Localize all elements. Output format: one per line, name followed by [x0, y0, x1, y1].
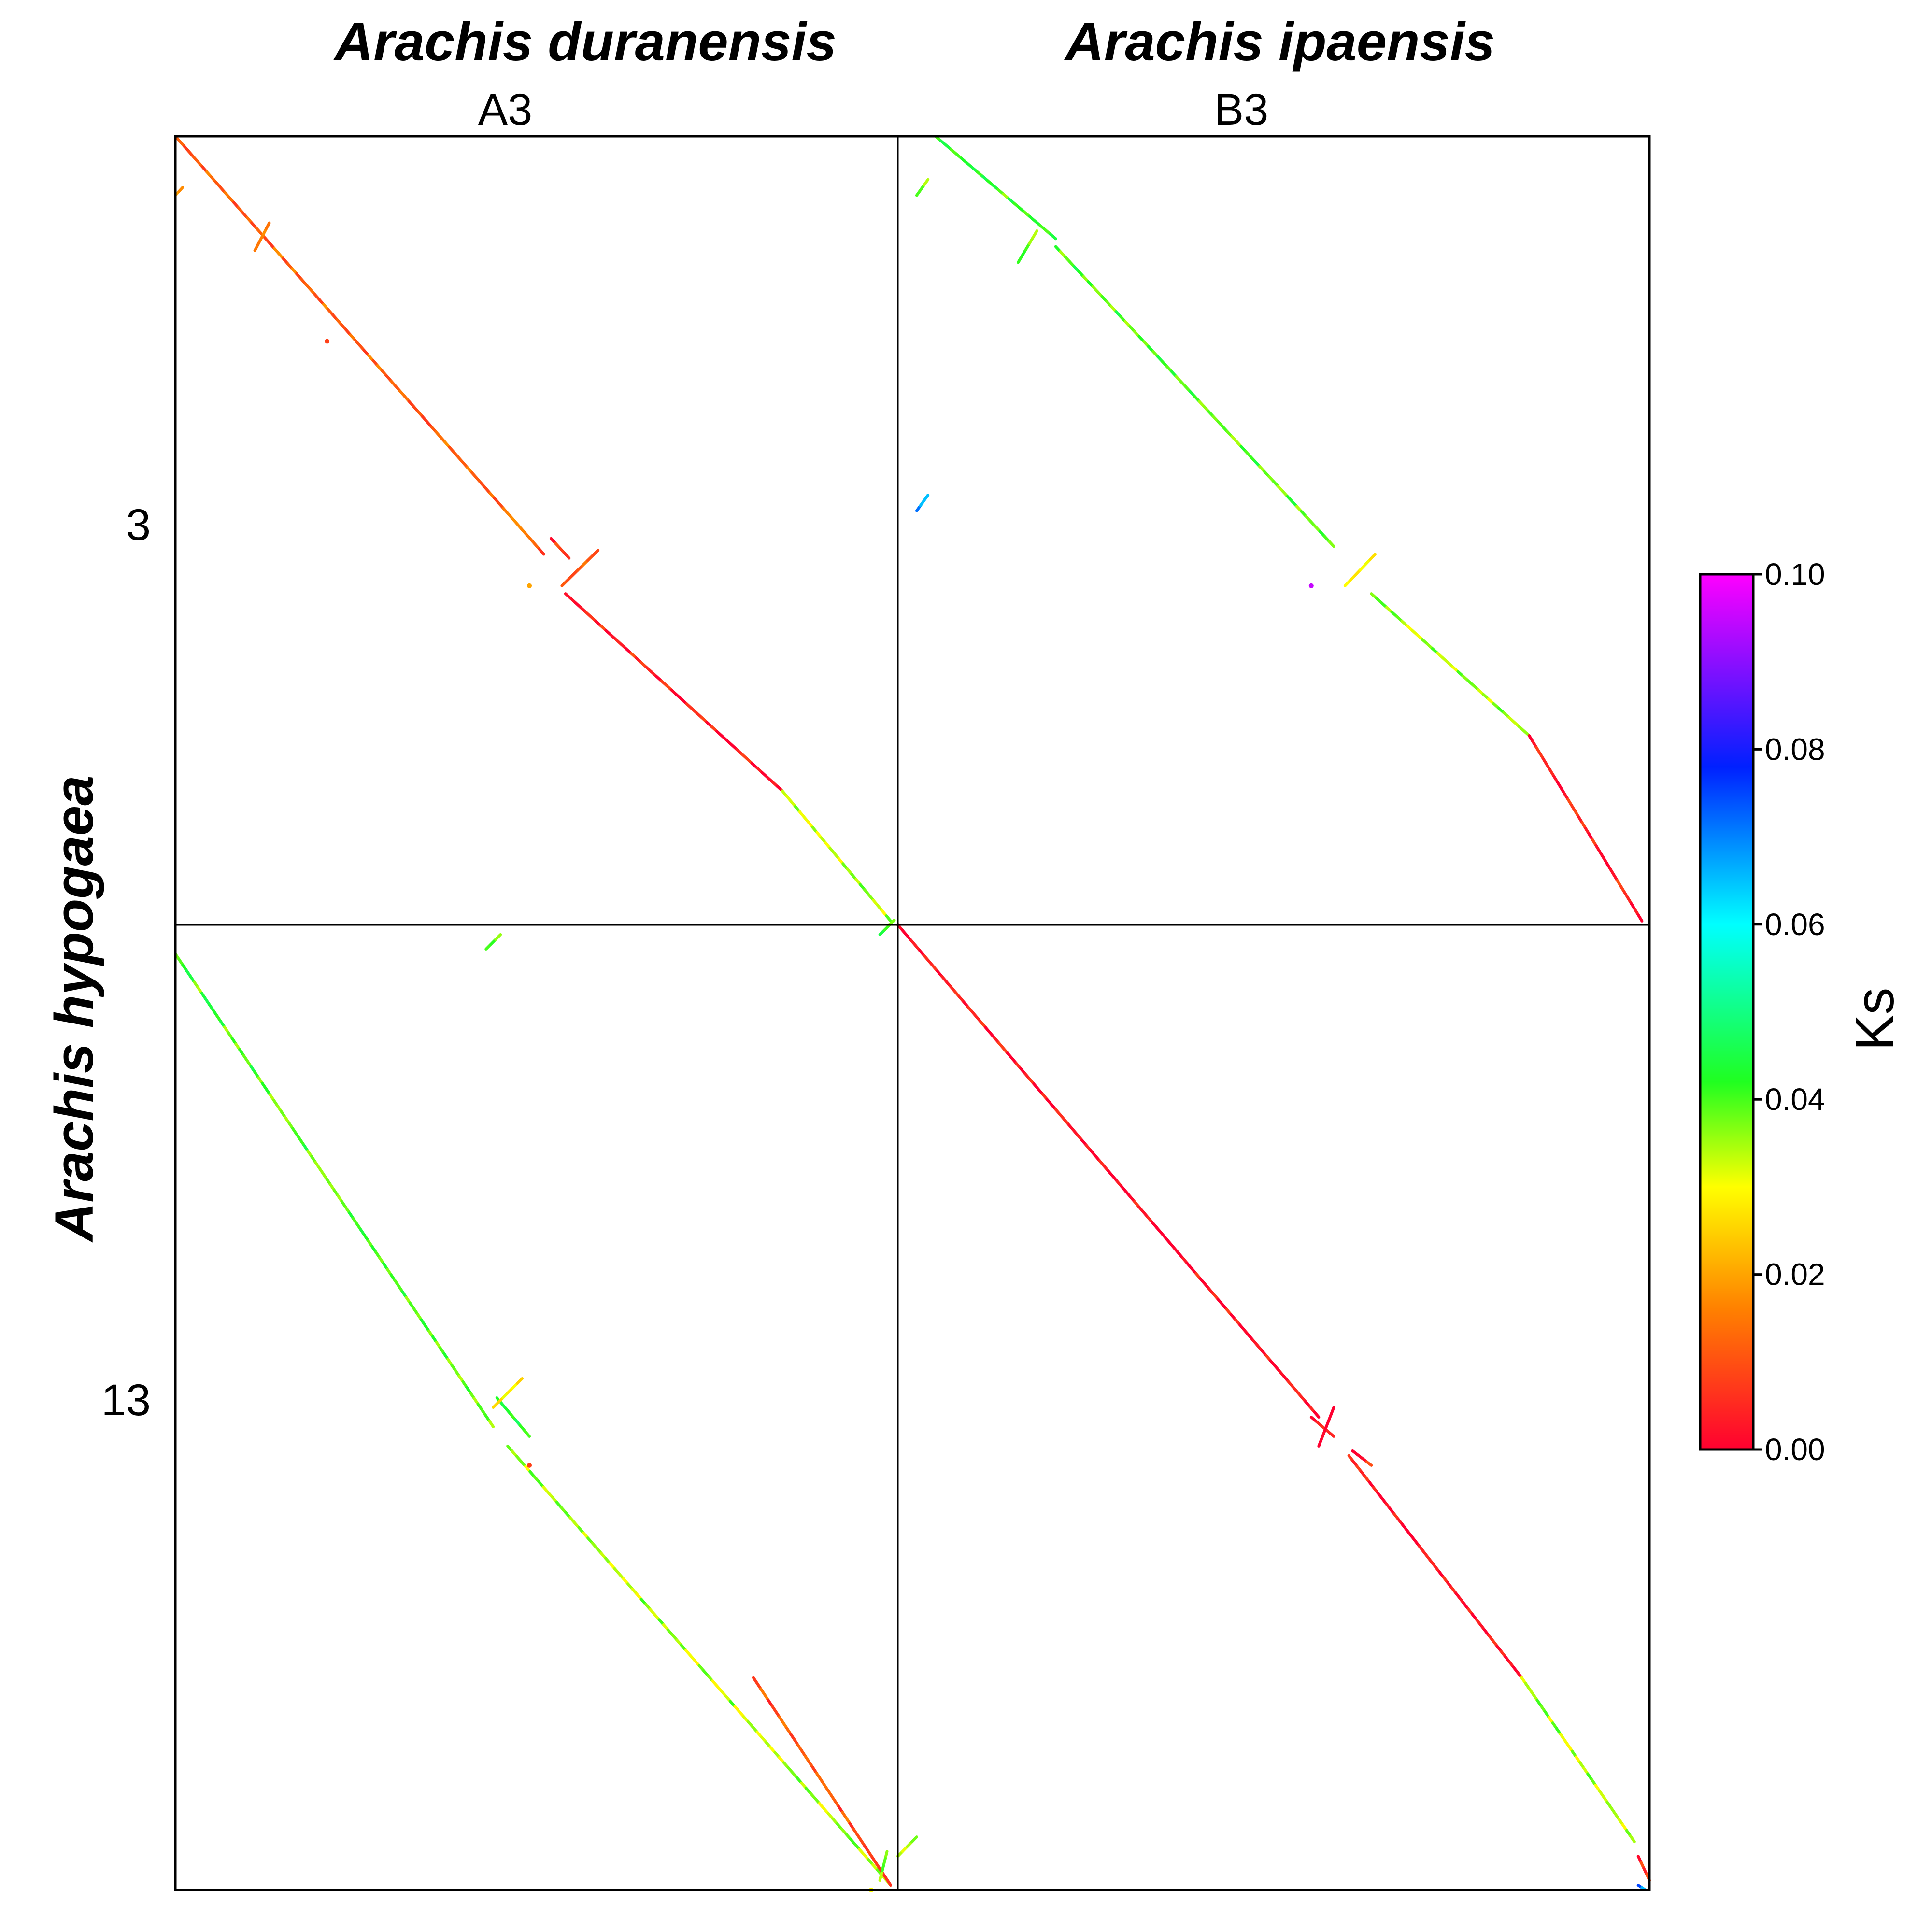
colorbar-label: Ks [1845, 988, 1905, 1051]
y-chrom-label-1: 3 [126, 500, 151, 550]
synteny-segment [177, 186, 184, 193]
synteny-segment [910, 1835, 918, 1844]
colorbar-tick-label: 0.02 [1765, 1257, 1825, 1292]
synteny-segment [923, 178, 930, 186]
synteny-point [527, 583, 532, 588]
colorbar-tick-label: 0.00 [1765, 1432, 1825, 1467]
panel-A3-13 [174, 919, 896, 1892]
panel-B3-3 [915, 135, 1644, 923]
synteny-segment [516, 1377, 524, 1385]
panel-B3-13 [896, 923, 1651, 1891]
synteny-segment [488, 1420, 495, 1428]
synteny-segment [591, 549, 600, 557]
synteny-point [325, 339, 330, 344]
synteny-segment [1049, 233, 1057, 241]
synteny-segment [1365, 1460, 1373, 1467]
colorbar-tick-label: 0.10 [1765, 557, 1825, 592]
synteny-segment [1368, 553, 1377, 561]
synteny-segment [1032, 229, 1038, 239]
synteny-segment [888, 919, 896, 926]
synteny-point [527, 1463, 532, 1468]
synteny-segment [1317, 1438, 1323, 1448]
synteny-segment [878, 1872, 883, 1882]
x-species-title-1: Arachis duranensis [333, 12, 837, 72]
plot-frame [174, 135, 1651, 1891]
y-chrom-label-2: 13 [101, 1376, 151, 1425]
synteny-marks [174, 135, 1651, 1892]
synteny-segment [1326, 1430, 1335, 1438]
synteny-segment [885, 914, 893, 923]
synteny-segment [523, 1429, 531, 1438]
synteny-segment [1629, 1834, 1636, 1844]
x-chrom-label-1: A3 [478, 85, 533, 134]
synteny-segment [885, 1878, 893, 1887]
synteny-segment [265, 221, 271, 230]
synteny-segment [1313, 1410, 1321, 1419]
colorbar [1699, 573, 1755, 1451]
synteny-segment [923, 494, 930, 502]
colorbar-ticks: 0.00 0.02 0.04 0.06 0.08 0.10 [1753, 557, 1825, 1467]
y-species-title: Arachis hypogaea [44, 776, 104, 1243]
x-chrom-label-2: B3 [1214, 85, 1269, 134]
colorbar-tick-label: 0.08 [1765, 732, 1825, 767]
synteny-segment [538, 547, 545, 556]
synteny-segment [494, 933, 502, 941]
synteny-segment [1327, 540, 1335, 548]
x-species-title-2: Arachis ipaensis [1064, 12, 1495, 72]
colorbar-tick-label: 0.06 [1765, 907, 1825, 942]
panel-A3-3 [174, 135, 893, 923]
synteny-segment [1637, 913, 1644, 923]
colorbar-tick-label: 0.04 [1765, 1082, 1825, 1117]
synteny-segment [563, 552, 571, 560]
synteny-point [1308, 583, 1314, 588]
